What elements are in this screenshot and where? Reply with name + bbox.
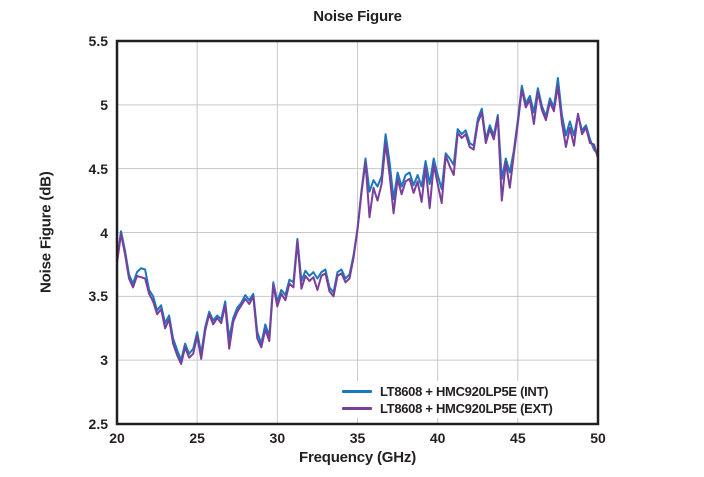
series-line-ext [116, 84, 599, 365]
legend: LT8608 + HMC920LP5E (INT) LT8608 + HMC92… [338, 381, 559, 418]
chart-title: Noise Figure [313, 8, 402, 25]
x-tick-label: 30 [269, 430, 286, 446]
legend-label-int: LT8608 + HMC920LP5E (INT) [380, 383, 549, 399]
x-tick-label: 25 [189, 430, 205, 446]
y-tick-label: 5.5 [88, 33, 108, 49]
y-tick-label: 5 [100, 96, 108, 113]
y-tick-label: 3 [100, 352, 108, 369]
y-tick-label: 3.5 [88, 288, 108, 305]
legend-line-swatch-int [342, 389, 372, 393]
legend-line-swatch-ext [342, 406, 372, 410]
legend-item-ext: LT8608 + HMC920LP5E (EXT) [342, 400, 553, 416]
legend-item-int: LT8608 + HMC920LP5E (INT) [342, 383, 553, 399]
x-tick-label: 50 [590, 430, 606, 446]
plot-border [115, 39, 600, 426]
x-tick-label: 35 [349, 430, 366, 446]
y-tick-label: 2.5 [88, 416, 108, 432]
y-tick-label: 4.5 [88, 160, 108, 177]
x-tick-label: 45 [510, 430, 526, 446]
x-tick-label: 40 [429, 430, 446, 446]
legend-label-ext: LT8608 + HMC920LP5E (EXT) [380, 400, 553, 416]
x-axis-title: Frequency (GHz) [298, 449, 416, 466]
y-axis-title: Noise Figure (dB) [37, 171, 55, 294]
x-tick-label: 20 [109, 430, 125, 446]
y-tick-label: 4 [100, 224, 108, 241]
